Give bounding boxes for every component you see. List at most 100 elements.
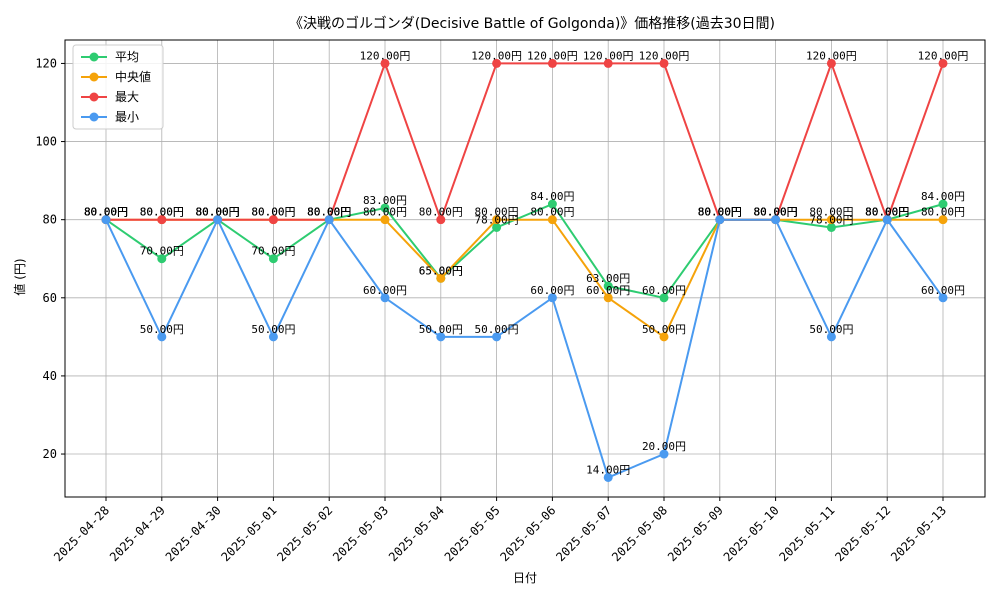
data-label: 70.00円 xyxy=(251,245,295,258)
data-point xyxy=(938,199,948,209)
data-label: 80.00円 xyxy=(698,206,742,219)
data-label: 50.00円 xyxy=(475,323,519,336)
data-label: 80.00円 xyxy=(140,206,184,219)
data-point xyxy=(938,293,948,303)
x-tick-label: 2025-04-29 xyxy=(107,503,168,564)
data-label: 80.00円 xyxy=(84,206,128,219)
data-point xyxy=(547,58,557,68)
data-label: 60.00円 xyxy=(642,284,686,297)
x-tick-label: 2025-04-30 xyxy=(163,503,224,564)
y-axis-title: 値 (円) xyxy=(12,258,27,295)
data-label: 80.00円 xyxy=(754,206,798,219)
data-point xyxy=(380,58,390,68)
data-point xyxy=(826,215,836,225)
data-label: 80.00円 xyxy=(754,206,798,219)
data-point xyxy=(436,332,446,342)
data-label: 80.00円 xyxy=(363,206,407,219)
data-label: 120.00円 xyxy=(360,49,411,62)
legend-marker xyxy=(89,112,99,122)
x-tick-label: 2025-05-12 xyxy=(832,503,893,564)
data-label: 80.00円 xyxy=(865,206,909,219)
x-tick-label: 2025-05-08 xyxy=(609,503,670,564)
data-point xyxy=(882,215,892,225)
data-label: 80.00円 xyxy=(530,206,574,219)
data-label: 80.00円 xyxy=(754,206,798,219)
data-point xyxy=(603,472,613,482)
data-label: 80.00円 xyxy=(865,206,909,219)
x-tick-label: 2025-05-01 xyxy=(219,503,280,564)
data-label: 80.00円 xyxy=(475,206,519,219)
chart-title: 《決戦のゴルゴンダ(Decisive Battle of Golgonda)》価… xyxy=(289,15,775,32)
legend-label: 最小 xyxy=(115,110,139,124)
y-tick-label: 60 xyxy=(43,291,57,305)
data-label: 80.00円 xyxy=(419,206,463,219)
data-point xyxy=(659,293,669,303)
data-point xyxy=(603,58,613,68)
data-label: 80.00円 xyxy=(921,206,965,219)
data-label: 50.00円 xyxy=(140,323,184,336)
data-point xyxy=(380,203,390,213)
data-point xyxy=(659,58,669,68)
data-point xyxy=(380,293,390,303)
data-label: 84.00円 xyxy=(921,190,965,203)
data-point xyxy=(826,332,836,342)
x-tick-label: 2025-05-05 xyxy=(442,503,503,564)
data-label: 80.00円 xyxy=(196,206,240,219)
data-point xyxy=(938,58,948,68)
data-point xyxy=(268,215,278,225)
data-point xyxy=(157,332,167,342)
data-point xyxy=(603,281,613,291)
data-label: 60.00円 xyxy=(921,284,965,297)
legend-label: 中央値 xyxy=(115,69,151,84)
data-label: 80.00円 xyxy=(698,206,742,219)
data-label: 80.00円 xyxy=(140,206,184,219)
data-label: 120.00円 xyxy=(806,49,857,62)
data-point xyxy=(492,222,502,232)
data-label: 50.00円 xyxy=(419,323,463,336)
data-label: 80.00円 xyxy=(754,206,798,219)
y-tick-label: 80 xyxy=(43,213,57,227)
data-label: 80.00円 xyxy=(307,206,351,219)
x-axis-title: 日付 xyxy=(513,571,537,585)
y-tick-label: 20 xyxy=(43,447,57,461)
data-label: 80.00円 xyxy=(307,206,351,219)
legend-label: 最大 xyxy=(115,90,139,104)
data-label: 80.00円 xyxy=(251,206,295,219)
data-point xyxy=(826,58,836,68)
data-label: 80.00円 xyxy=(809,206,853,219)
data-point xyxy=(547,293,557,303)
data-label: 84.00円 xyxy=(530,190,574,203)
y-tick-label: 100 xyxy=(35,135,57,149)
legend-marker xyxy=(89,72,99,82)
data-point xyxy=(380,215,390,225)
data-point xyxy=(547,199,557,209)
y-tick-label: 120 xyxy=(35,56,57,70)
x-tick-label: 2025-05-10 xyxy=(721,503,782,564)
data-point xyxy=(324,215,334,225)
data-label: 80.00円 xyxy=(84,206,128,219)
data-label: 80.00円 xyxy=(84,206,128,219)
series-line xyxy=(106,60,944,223)
data-label: 80.00円 xyxy=(865,206,909,219)
data-point xyxy=(101,215,111,225)
data-point xyxy=(436,273,446,283)
data-label: 78.00円 xyxy=(475,213,519,226)
data-point xyxy=(213,215,223,225)
data-label: 50.00円 xyxy=(251,323,295,336)
data-point xyxy=(659,332,669,342)
data-label: 80.00円 xyxy=(196,206,240,219)
data-label: 80.00円 xyxy=(307,206,351,219)
x-tick-label: 2025-05-03 xyxy=(330,503,391,564)
data-label: 120.00円 xyxy=(471,49,522,62)
data-label: 60.00円 xyxy=(586,284,630,297)
legend-label: 平均 xyxy=(115,50,139,64)
data-label: 65.00円 xyxy=(419,264,463,277)
data-point xyxy=(771,215,781,225)
legend-marker xyxy=(89,92,99,102)
data-point xyxy=(268,332,278,342)
data-labels: 80.00円70.00円80.00円70.00円80.00円83.00円65.0… xyxy=(84,49,968,476)
data-point xyxy=(603,293,613,303)
data-label: 80.00円 xyxy=(196,206,240,219)
data-label: 50.00円 xyxy=(642,323,686,336)
